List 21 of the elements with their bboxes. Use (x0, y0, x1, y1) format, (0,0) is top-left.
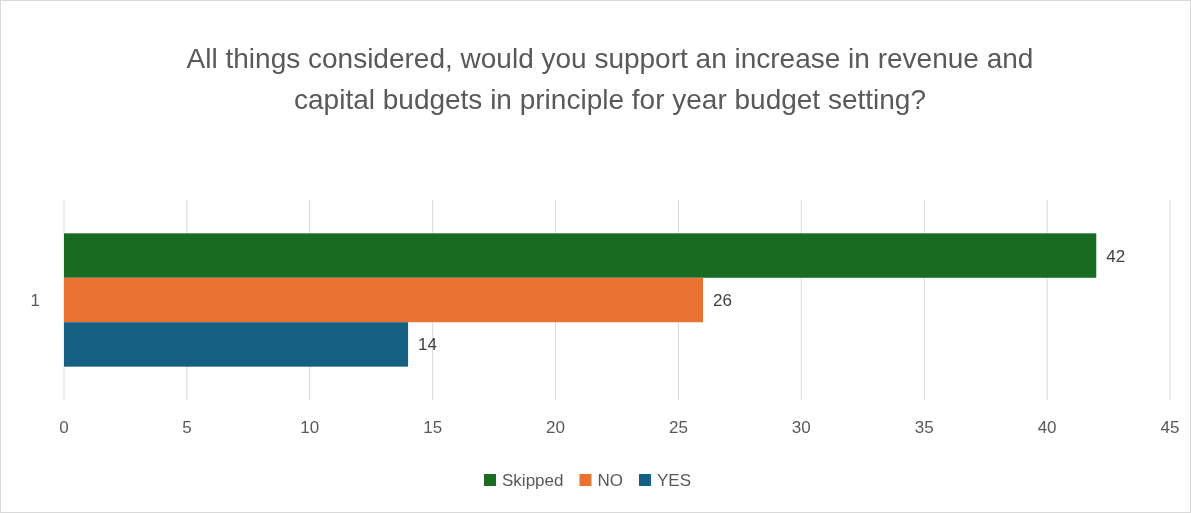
data-label: 42 (1106, 246, 1126, 266)
data-label: 26 (713, 290, 732, 310)
x-tick-label: 45 (1160, 418, 1180, 437)
x-tick-label: 35 (914, 418, 934, 437)
data-label: 14 (418, 335, 438, 355)
y-tick-label: 1 (30, 290, 40, 310)
x-tick-label: 5 (182, 418, 192, 437)
x-tick-label: 10 (300, 418, 320, 437)
legend-label: Skipped (502, 470, 564, 490)
bar (64, 322, 409, 367)
chart-title: All things considered, would you support an increase in revenue and capital budgets in principle for year budget setting? (186, 43, 1034, 115)
x-tick-label: 25 (668, 418, 688, 437)
x-tick-label: 15 (423, 418, 443, 437)
bar (64, 233, 1097, 278)
bar (64, 277, 704, 323)
legend-label: YES (656, 470, 691, 490)
x-tick-label: 0 (59, 418, 69, 437)
x-tick-label: 40 (1037, 418, 1057, 437)
legend-label: NO (597, 470, 623, 490)
x-tick-label: 20 (546, 418, 566, 437)
x-tick-label: 30 (791, 418, 811, 437)
